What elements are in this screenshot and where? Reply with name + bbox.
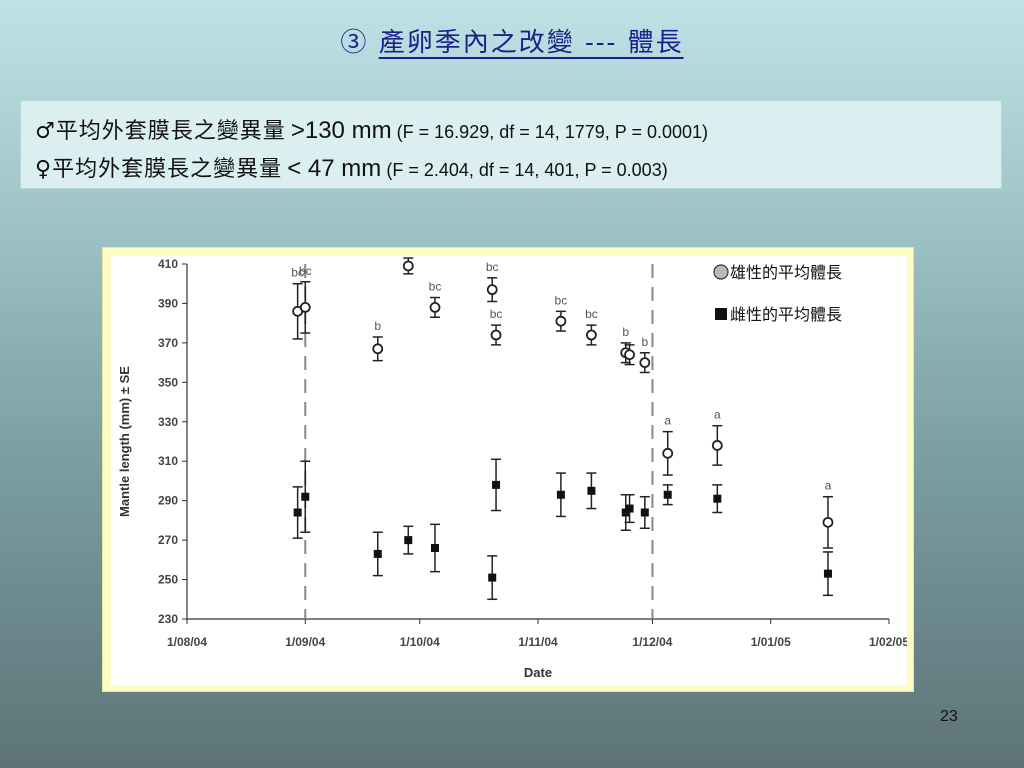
y-tick-label: 410 xyxy=(158,257,178,271)
male-data-point xyxy=(372,343,384,355)
male-data-point xyxy=(299,301,311,313)
significance-letter: bc xyxy=(429,280,442,294)
x-tick-label: 1/10/04 xyxy=(400,635,440,649)
male-data-point xyxy=(662,447,674,459)
significance-letter: bc xyxy=(291,266,304,280)
male-stat-text: 平均外套膜長之變異量 xyxy=(55,119,286,144)
male-data-point xyxy=(586,329,597,341)
mantle-length-chart: 230 250 270 290 310 330 350 370 390 410 1/08/04 1/0… xyxy=(117,257,907,680)
x-tick-label: 1/08/04 xyxy=(167,635,207,649)
female-data-point xyxy=(587,486,596,495)
y-tick-label: 370 xyxy=(158,336,178,350)
female-data-point xyxy=(663,490,672,499)
male-data-point xyxy=(822,516,834,528)
significance-letter: bc xyxy=(555,293,568,307)
female-data-point xyxy=(823,569,832,578)
x-tick-label: 1/12/04 xyxy=(632,635,672,649)
x-tick-label: 1/11/04 xyxy=(518,635,558,649)
male-data-point xyxy=(711,440,723,451)
significance-letter: a xyxy=(825,479,832,493)
title-marker: ③ xyxy=(340,28,369,58)
male-stat-line: ♂平均外套膜長之變異量 >130 mm (F = 16.929, df = 14… xyxy=(35,113,708,145)
female-data-point xyxy=(556,490,565,499)
title-text: 產卵季內之改變 --- 體長 xyxy=(378,28,684,58)
y-tick-label: 290 xyxy=(158,494,178,508)
male-stat-test: (F = 16.929, df = 14, 1779, P = 0.0001) xyxy=(396,122,709,142)
y-tick-label: 350 xyxy=(158,375,178,389)
x-axis-label: Date xyxy=(524,665,552,680)
chart-frame: 230 250 270 290 310 330 350 370 390 410 1/08/04 1/0… xyxy=(102,247,914,692)
legend-female-label: 雌性的平均體長 xyxy=(730,305,842,324)
significance-letter: b xyxy=(374,319,381,333)
chart-area: 230 250 270 290 310 330 350 370 390 410 1/08/04 1/0… xyxy=(111,256,907,685)
female-data-point xyxy=(625,504,634,513)
female-stat-value: < 47 mm xyxy=(287,155,382,182)
female-data-point xyxy=(404,536,413,545)
male-data-point xyxy=(486,284,498,296)
female-stat-test: (F = 2.404, df = 14, 401, P = 0.003) xyxy=(386,160,668,180)
male-data-point xyxy=(639,357,651,369)
male-data-point xyxy=(402,260,414,272)
significance-letter: a xyxy=(714,408,721,422)
legend-male-label: 雄性的平均體長 xyxy=(730,263,842,282)
x-tick-label: 1/01/05 xyxy=(751,635,791,649)
male-stat-value: >130 mm xyxy=(290,117,392,144)
female-data-point xyxy=(301,492,310,501)
significance-letter: bc xyxy=(490,307,503,321)
male-data-point xyxy=(624,349,635,361)
y-tick-label: 270 xyxy=(158,533,178,547)
y-tick-label: 310 xyxy=(158,454,178,468)
stats-box: ♂平均外套膜長之變異量 >130 mm (F = 16.929, df = 14… xyxy=(20,100,1002,189)
female-symbol: ♀ xyxy=(35,157,53,182)
page-number: 23 xyxy=(940,708,958,725)
female-data-point xyxy=(488,573,497,582)
female-stat-line: ♀平均外套膜長之變異量 < 47 mm (F = 2.404, df = 14,… xyxy=(35,151,668,183)
y-tick-label: 250 xyxy=(158,573,178,587)
y-tick-label: 330 xyxy=(158,415,178,429)
female-data-point xyxy=(373,549,382,558)
y-tick-label: 390 xyxy=(158,296,178,310)
x-tick-label: 1/02/05 xyxy=(869,635,907,649)
significance-letter: a xyxy=(664,414,671,428)
y-tick-label: 230 xyxy=(158,612,178,626)
female-data-point xyxy=(430,544,439,552)
significance-letter: bc xyxy=(486,260,499,274)
female-stat-text: 平均外套膜長之變異量 xyxy=(52,157,283,182)
female-data-point xyxy=(713,494,722,503)
male-symbol: ♂ xyxy=(35,119,56,144)
female-data-point xyxy=(640,508,649,517)
male-data-point xyxy=(490,329,502,341)
y-axis-label: Mantle length (mm) ± SE xyxy=(117,366,132,517)
significance-letter: b xyxy=(641,335,648,349)
significance-letter: bc xyxy=(299,264,312,278)
legend-female-marker xyxy=(715,308,727,320)
significance-letter: b xyxy=(622,325,629,339)
x-tick-label: 1/09/04 xyxy=(285,635,325,649)
male-data-point xyxy=(555,315,567,327)
female-data-point xyxy=(492,480,501,489)
female-data-point xyxy=(293,508,302,517)
male-data-point xyxy=(429,301,441,313)
significance-letter: bc xyxy=(585,307,598,321)
slide-title: ③ 產卵季內之改變 --- 體長 xyxy=(0,22,1024,59)
legend-male-marker xyxy=(713,264,729,280)
